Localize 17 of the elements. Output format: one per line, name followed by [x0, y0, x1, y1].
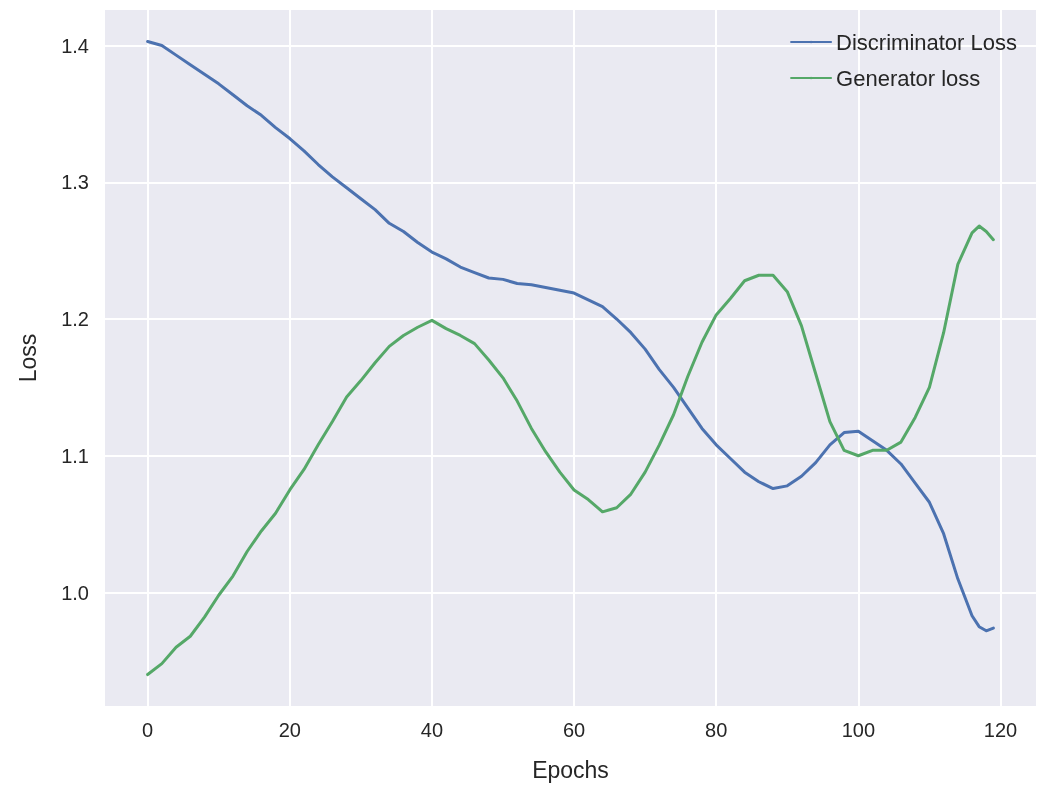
- x-tick-label: 120: [983, 719, 1018, 741]
- y-axis-title: Loss: [14, 333, 41, 383]
- x-tick-label: 20: [278, 719, 301, 741]
- x-tick-label: 80: [705, 719, 728, 741]
- x-tick-label: 0: [142, 719, 154, 741]
- x-axis-title: Epochs: [532, 756, 609, 783]
- x-tick-label: 40: [420, 719, 444, 741]
- y-tick-label: 1.0: [61, 581, 89, 604]
- x-tick-label: 100: [841, 719, 876, 741]
- y-tick-label: 1.1: [61, 444, 89, 467]
- x-tick-label: 60: [562, 719, 586, 741]
- line-series: [146, 224, 995, 677]
- y-tick-label: 1.2: [61, 308, 89, 331]
- legend-label: Discriminator Loss: [836, 29, 1018, 55]
- y-tick-label: 1.3: [61, 171, 89, 194]
- y-tick-label: 1.4: [61, 34, 89, 57]
- legend-label: Generator loss: [836, 65, 981, 91]
